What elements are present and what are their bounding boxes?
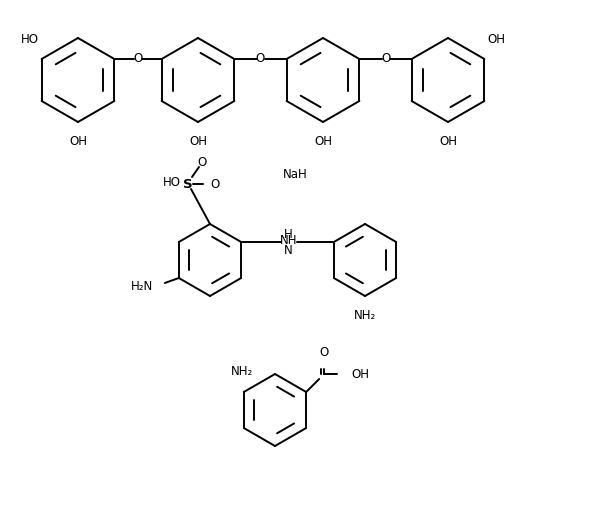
Text: HO: HO (21, 33, 38, 46)
Text: H: H (284, 228, 293, 241)
Text: O: O (320, 346, 329, 358)
Text: NH₂: NH₂ (354, 309, 376, 322)
Text: HO: HO (163, 176, 181, 188)
Text: NH: NH (280, 234, 297, 248)
Text: O: O (133, 53, 143, 65)
Text: N: N (284, 244, 293, 257)
Text: O: O (256, 53, 265, 65)
Text: OH: OH (314, 135, 332, 148)
Text: OH: OH (439, 135, 457, 148)
Text: H₂N: H₂N (130, 280, 153, 293)
Text: O: O (211, 178, 219, 191)
Text: OH: OH (69, 135, 87, 148)
Text: OH: OH (351, 368, 369, 381)
Text: O: O (381, 53, 390, 65)
Text: NH₂: NH₂ (231, 365, 253, 378)
Text: NaH: NaH (283, 168, 307, 181)
Text: O: O (198, 156, 206, 168)
Text: S: S (183, 178, 193, 191)
Text: OH: OH (189, 135, 207, 148)
Text: OH: OH (487, 33, 506, 46)
